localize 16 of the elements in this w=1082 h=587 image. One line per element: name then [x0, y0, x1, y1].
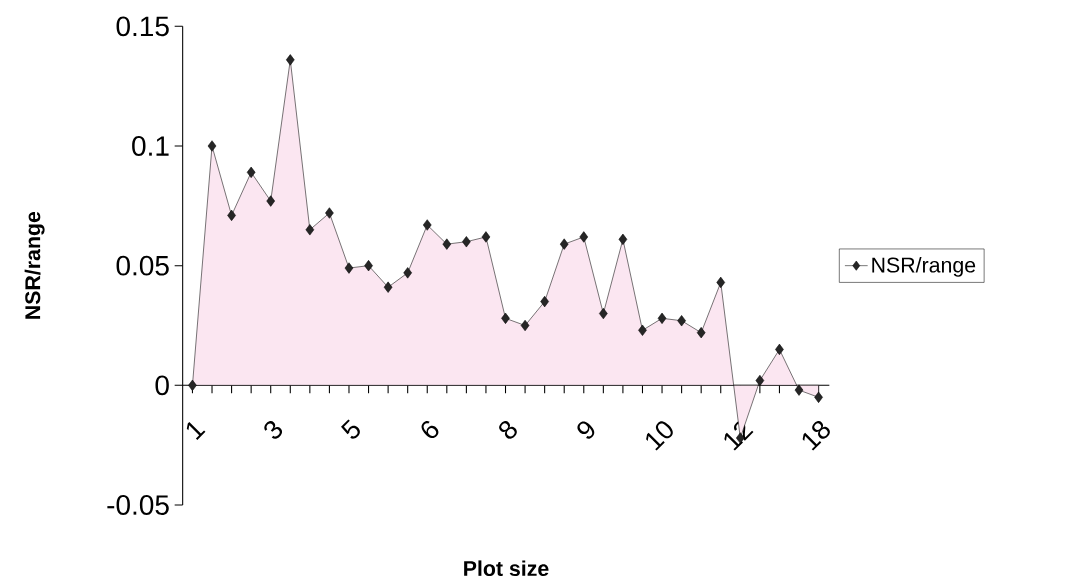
x-tick-label: 5	[341, 419, 360, 439]
x-axis-title: Plot size	[464, 560, 549, 577]
legend-label: NSR/range	[872, 256, 976, 277]
x-tick-label: 3	[264, 421, 283, 439]
y-tick-label: 0	[155, 375, 169, 396]
y-axis-title: NSR/range	[24, 211, 45, 319]
x-tick-label: 6	[421, 421, 439, 439]
x-tick-label: 10	[646, 421, 673, 451]
x-tick-label: 9	[577, 421, 595, 439]
y-tick-label: 0.1	[132, 136, 169, 156]
x-tick-label: 8	[499, 421, 517, 439]
x-tick-label: 1	[186, 422, 206, 440]
y-tick-label: 0.15	[116, 16, 169, 37]
y-tick-label: -0.05	[107, 495, 169, 515]
y-tick-label: 0.05	[116, 255, 169, 276]
x-tick-label: 18	[802, 421, 830, 451]
